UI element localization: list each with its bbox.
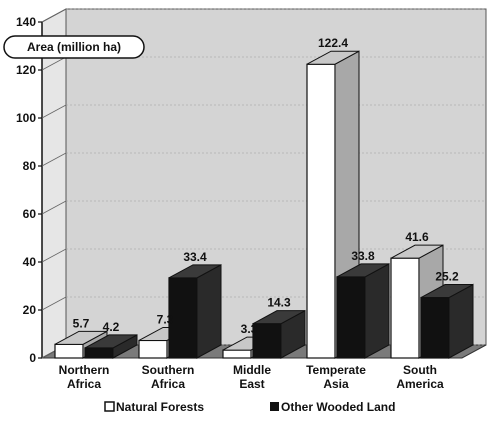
bar-top — [420, 284, 474, 299]
y-tick-label: 20 — [23, 303, 37, 317]
data-label-natural-forests: 41.6 — [405, 230, 429, 244]
x-tick-label: Southern Africa — [142, 363, 195, 391]
bar-front — [222, 349, 252, 359]
x-tick-label-line: Africa — [151, 377, 185, 391]
data-label-other-wooded-land: 4.2 — [103, 320, 120, 334]
gridline-diagonal — [41, 8, 67, 23]
unit-label-text: Area (million ha) — [27, 40, 121, 54]
bar-other-wooded-land — [420, 283, 474, 359]
x-tick-label-line: Temperate — [306, 363, 366, 377]
bar-side — [196, 264, 222, 359]
x-tick-label-line: Southern — [142, 363, 195, 377]
bar-front — [336, 276, 366, 359]
x-tick-label: Temperate Asia — [306, 363, 366, 391]
bar-side — [364, 263, 390, 359]
data-label-other-wooded-land: 25.2 — [435, 270, 459, 284]
y-tick-label: 60 — [23, 207, 37, 221]
x-tick-label: South America — [396, 363, 444, 391]
x-tick-label-line: Africa — [67, 377, 101, 391]
y-tick-label: 140 — [16, 15, 36, 29]
bar-top — [390, 244, 444, 259]
gridline-diagonal — [41, 200, 67, 215]
bar-front — [390, 257, 420, 359]
data-label-natural-forests: 5.7 — [73, 316, 90, 330]
legend-swatch-natural-forests — [104, 401, 115, 412]
y-tick-label: 100 — [16, 111, 36, 125]
x-tick-label-line: South — [403, 363, 437, 377]
bar-other-wooded-land — [336, 263, 390, 359]
legend-label-other-wooded-land: Other Wooded Land — [281, 400, 395, 414]
unit-label: Area (million ha) — [3, 35, 145, 59]
bar-top — [306, 50, 360, 65]
bar-front — [252, 323, 282, 359]
x-tick-label-line: Asia — [323, 377, 349, 391]
y-tick-label: 40 — [23, 255, 37, 269]
side-wall — [41, 8, 67, 359]
x-tick-label: Middle East — [233, 363, 271, 391]
bar-front — [306, 63, 336, 359]
data-labels: 5.7 4.2 7.3 33.4 3.3 14.3 122.4 33.8 41.6 25.2 — [73, 36, 459, 336]
bar-front — [54, 343, 84, 359]
data-label-natural-forests: 122.4 — [318, 36, 348, 50]
y-tick-label: 80 — [23, 159, 37, 173]
gridline-diagonal — [41, 296, 67, 311]
data-label-other-wooded-land: 33.8 — [351, 249, 375, 263]
bar-front — [420, 296, 450, 359]
bar-other-wooded-land — [252, 309, 306, 359]
data-label-other-wooded-land: 33.4 — [183, 250, 207, 264]
bar-top — [336, 263, 390, 278]
bar-other-wooded-land — [84, 334, 138, 359]
y-tick-label: 120 — [16, 63, 36, 77]
x-tick-label-line: Middle — [233, 363, 271, 377]
x-tick-label-line: America — [396, 377, 444, 391]
bar-top — [84, 334, 138, 349]
bar-other-wooded-land — [168, 264, 222, 359]
y-tick-label: 0 — [29, 351, 36, 365]
data-label-other-wooded-land: 14.3 — [267, 296, 291, 310]
bar-top — [54, 330, 108, 345]
x-tick-label-line: East — [239, 377, 264, 391]
gridline-diagonal — [41, 152, 67, 167]
gridline-diagonal — [41, 248, 67, 263]
gridline-diagonal — [41, 56, 67, 71]
bars — [54, 50, 474, 359]
x-tick-label-line: Northern — [59, 363, 110, 377]
gridline-diagonal — [41, 104, 67, 119]
bar-front — [84, 347, 114, 359]
legend: Natural Forests Other Wooded Land — [104, 400, 395, 414]
bar-front — [138, 339, 168, 359]
legend-swatch-other-wooded-land — [270, 402, 279, 411]
bar-top — [168, 264, 222, 279]
legend-label-natural-forests: Natural Forests — [116, 400, 204, 414]
bar-top — [252, 310, 306, 325]
data-label-natural-forests: 3.3 — [241, 322, 258, 336]
x-tick-label: Northern Africa — [59, 363, 110, 391]
data-label-natural-forests: 7.3 — [157, 312, 174, 326]
